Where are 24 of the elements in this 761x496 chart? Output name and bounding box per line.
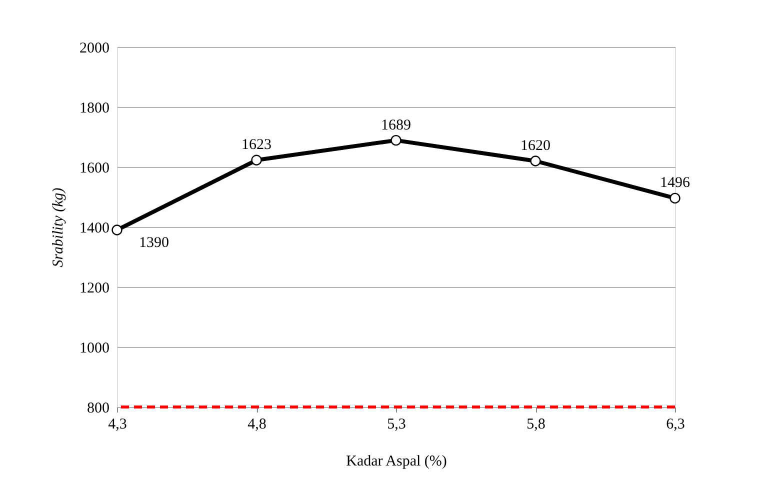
x-tick-label: 4,3 [108, 416, 127, 432]
data-label: 1689 [381, 117, 411, 134]
point [112, 224, 122, 236]
data-label: 1623 [242, 137, 272, 154]
data-label: 1620 [520, 138, 550, 154]
y-tick-label: 1000 [80, 340, 110, 356]
data-label: 1496 [660, 175, 690, 192]
x-tick-label: 4,8 [248, 416, 266, 432]
x-axis-title: Kadar Aspal (%) [346, 454, 447, 470]
point [251, 154, 262, 166]
x-tick-label: 5,3 [387, 416, 406, 432]
point [530, 156, 541, 166]
y-tick-label: 2000 [80, 40, 110, 56]
y-axis-title: Srability (kg) [50, 188, 66, 268]
x-tick-label: 6,3 [666, 416, 685, 432]
point [390, 134, 402, 146]
y-tick-label: 1400 [80, 220, 110, 236]
y-tick-label: 1600 [80, 160, 110, 176]
point [670, 192, 680, 204]
data-label: 1390 [139, 235, 169, 251]
y-tick-label: 1800 [80, 100, 110, 116]
x-tick-label: 5,8 [526, 416, 546, 432]
y-tick-label: 1200 [80, 280, 110, 296]
y-tick-label: 800 [87, 400, 110, 416]
